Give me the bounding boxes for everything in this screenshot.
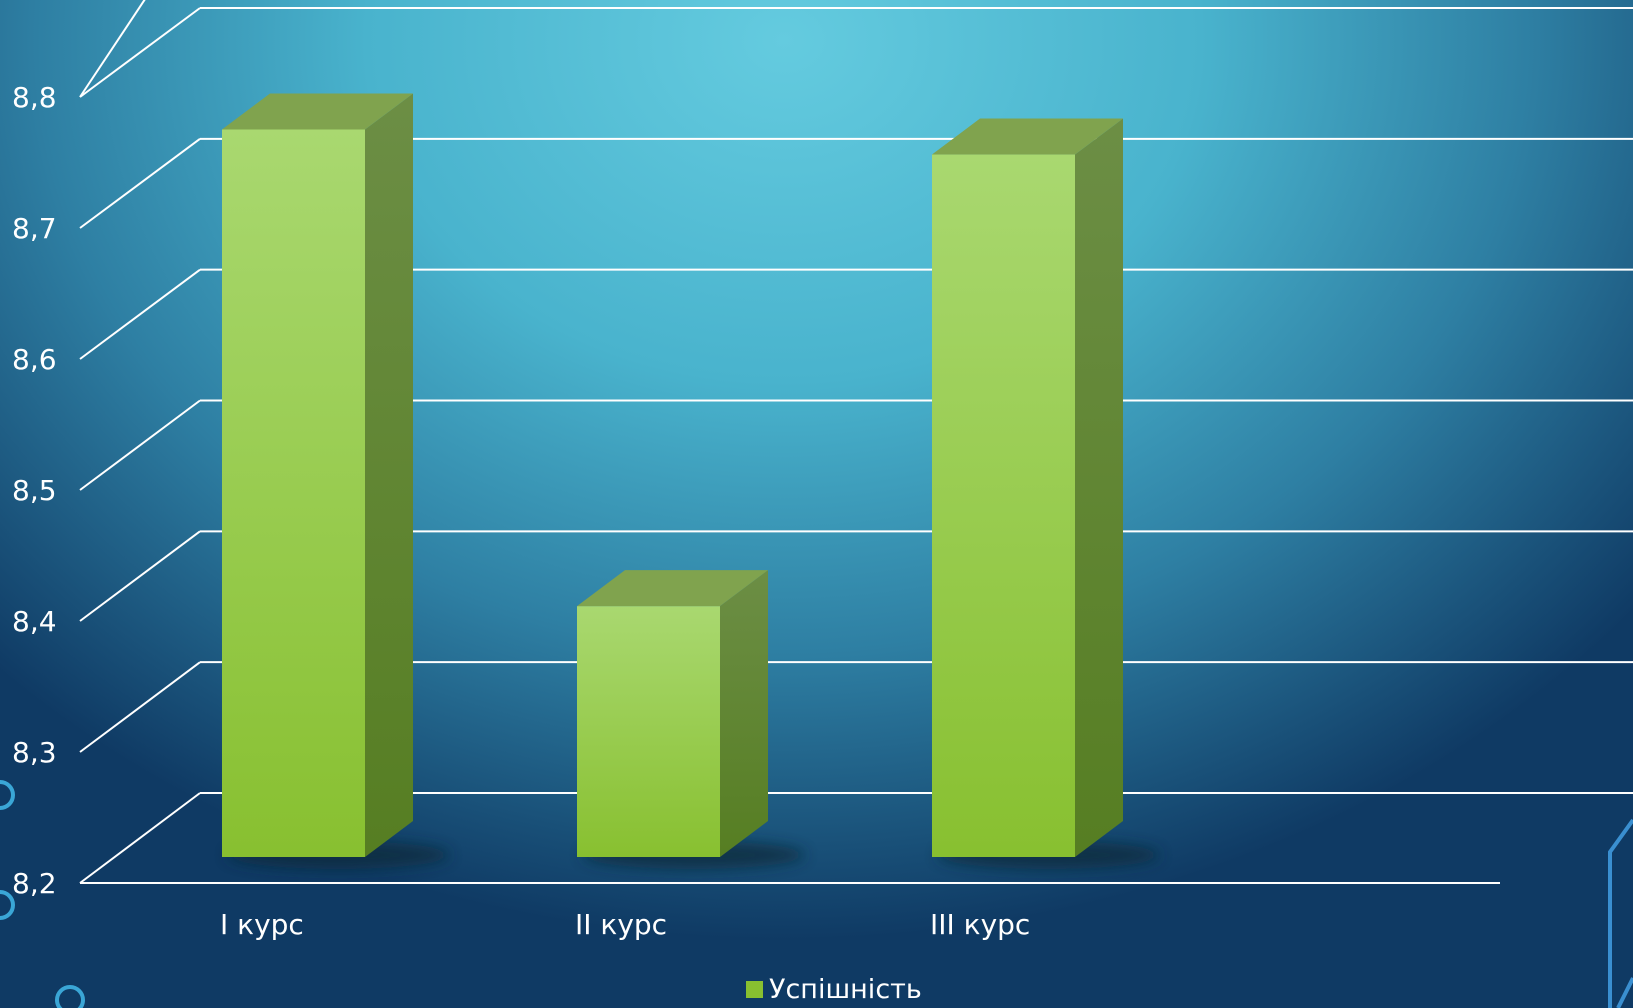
y-tick-label: 8,5 — [12, 474, 57, 507]
gridline-side — [79, 399, 201, 491]
bar-top — [222, 93, 413, 130]
gridline-side — [79, 530, 201, 622]
circle-outline-icon — [0, 890, 15, 920]
bar-side — [365, 93, 413, 858]
legend-swatch — [746, 981, 763, 998]
circle-outline-icon — [0, 780, 15, 810]
gridline-side — [79, 7, 201, 98]
x-tick-label: I курс — [220, 908, 304, 941]
y-tick-label: 8,7 — [12, 212, 57, 245]
gridlines — [79, 0, 1633, 884]
x-tick-label: III курс — [930, 908, 1030, 941]
gridline-side — [79, 138, 201, 229]
bar — [577, 606, 720, 857]
decor — [0, 780, 1633, 1008]
gridline-side — [79, 661, 201, 753]
circle-outline-icon — [55, 985, 85, 1008]
x-tick-label: II курс — [575, 908, 667, 941]
gridline-side — [79, 0, 146, 98]
y-tick-label: 8,4 — [12, 605, 57, 638]
hexagon-outline-icon — [1616, 977, 1633, 1008]
bar-side — [1075, 118, 1123, 857]
bar-top — [932, 118, 1123, 155]
bar — [222, 129, 365, 857]
axis-labels: 8,2 8,3 8,4 8,5 8,6 8,7 8,8 I курс II курс III ку… — [12, 81, 1030, 941]
legend-label: Успішність — [769, 974, 922, 1005]
y-tick-label: 8,2 — [12, 867, 57, 900]
bar-side — [720, 570, 768, 857]
legend: Успішність — [746, 974, 922, 1005]
y-tick-label: 8,6 — [12, 343, 57, 376]
hexagon-outline-icon — [1608, 818, 1633, 1008]
bar-top — [577, 570, 768, 607]
gridline-side — [79, 792, 201, 884]
bar — [932, 154, 1075, 858]
gridline-side — [79, 268, 201, 360]
y-tick-label: 8,3 — [12, 736, 57, 769]
bars — [222, 93, 1123, 858]
y-tick-label: 8,8 — [12, 81, 57, 114]
